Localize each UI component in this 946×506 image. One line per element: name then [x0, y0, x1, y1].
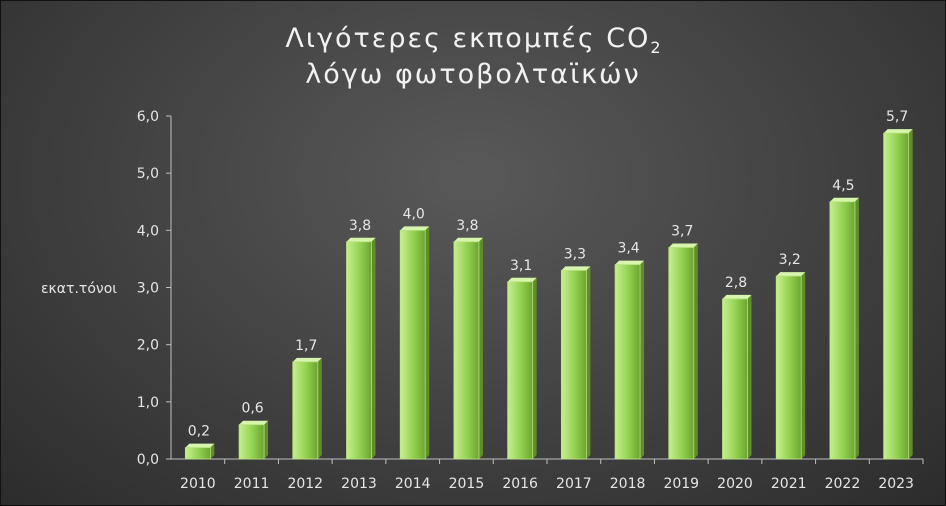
bar-side: [532, 277, 537, 459]
bar: [883, 132, 910, 460]
x-tick-label: 2023: [878, 476, 914, 492]
bar-top: [561, 266, 591, 271]
data-label: 0,6: [241, 401, 263, 417]
y-tick-label: 0,0: [137, 452, 159, 468]
bar-side: [210, 443, 215, 459]
data-label: 3,8: [456, 218, 478, 234]
y-tick-label: 2,0: [137, 338, 159, 354]
bar-top: [346, 237, 376, 242]
bar: [346, 241, 372, 460]
x-tick-label: 2022: [825, 476, 861, 492]
data-label: 0,2: [188, 424, 210, 440]
bar-top: [668, 243, 698, 248]
data-label: 3,7: [671, 223, 693, 239]
bar-side: [586, 266, 591, 459]
y-tick-label: 1,0: [137, 395, 159, 411]
bar-top: [292, 357, 322, 362]
bar: [614, 264, 641, 460]
chart-title: Λιγότερες εκπομπές CO2: [1, 23, 945, 57]
chart-title-line-2: λόγω φωτοβολταϊκών: [305, 59, 641, 90]
x-tick-label: 2015: [449, 476, 485, 492]
x-tick-label: 2011: [234, 476, 270, 492]
data-label: 3,2: [779, 252, 801, 268]
bar-top: [507, 277, 537, 282]
bar-side: [747, 294, 752, 459]
chart-title-subscript: 2: [650, 38, 661, 57]
x-tick-label: 2018: [610, 476, 646, 492]
data-label: 1,7: [295, 338, 317, 354]
x-tick-label: 2017: [556, 476, 592, 492]
bar-top: [722, 294, 752, 299]
x-tick-label: 2020: [717, 476, 753, 492]
bar-top: [615, 260, 645, 265]
data-label: 2,8: [725, 275, 747, 291]
bar-top: [453, 237, 483, 242]
data-label: 3,4: [617, 241, 639, 257]
bar-top: [776, 272, 806, 277]
bar-side: [425, 226, 430, 459]
x-tick-label: 2021: [771, 476, 807, 492]
data-label: 3,3: [564, 246, 586, 262]
bar: [775, 275, 802, 460]
bar-side: [478, 237, 483, 459]
data-label: 4,0: [403, 206, 425, 222]
y-tick-label: 3,0: [137, 281, 159, 297]
bar-side: [371, 237, 376, 459]
bar-top: [400, 226, 430, 231]
bar: [668, 247, 695, 460]
bar: [722, 298, 748, 460]
bar-top: [239, 420, 269, 425]
bar-side: [640, 260, 645, 459]
y-axis-label: εκατ.τόνοι: [41, 281, 117, 297]
bar-side: [317, 357, 322, 459]
chart-title-main: Λιγότερες εκπομπές CO: [285, 23, 651, 54]
bar: [292, 361, 319, 460]
bar-side: [801, 272, 806, 459]
bar: [560, 269, 587, 460]
x-tick-label: 2016: [502, 476, 538, 492]
bar: [507, 281, 534, 460]
bar: [184, 447, 211, 460]
bar-side: [854, 197, 859, 459]
bar: [238, 424, 265, 460]
data-label: 3,8: [349, 218, 371, 234]
data-label: 5,7: [886, 109, 908, 125]
y-tick-label: 4,0: [137, 223, 159, 239]
data-label: 3,1: [510, 258, 532, 274]
x-tick-label: 2019: [663, 476, 699, 492]
x-tick-label: 2014: [395, 476, 431, 492]
bar-side: [908, 129, 913, 459]
bar-top: [185, 443, 215, 448]
bar-side: [264, 420, 269, 459]
bar-top: [829, 197, 859, 202]
y-tick-label: 5,0: [137, 166, 159, 182]
bar: [399, 229, 426, 460]
bar-top: [883, 129, 913, 134]
bar: [829, 201, 856, 460]
bar: [453, 241, 480, 460]
y-tick-label: 6,0: [137, 109, 159, 125]
x-tick-label: 2013: [341, 476, 377, 492]
data-label: 4,5: [832, 178, 854, 194]
bar-side: [693, 243, 698, 459]
x-tick-label: 2010: [180, 476, 216, 492]
x-tick-label: 2012: [287, 476, 323, 492]
